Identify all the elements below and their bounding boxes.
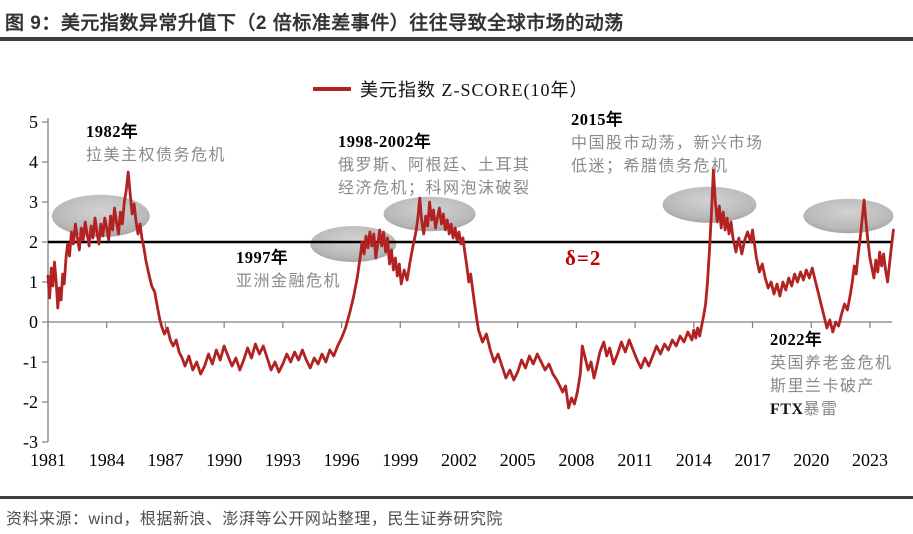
y-tick-label: -3: [23, 432, 38, 452]
x-tick-label: 2017: [735, 450, 771, 470]
annotation-2022-text-1: 英国养老金危机: [770, 354, 893, 372]
footer-rule: [0, 496, 913, 499]
annotation-2022-text-2: 斯里兰卡破产: [770, 378, 876, 396]
annotation-2022-year: 2022年: [770, 330, 822, 349]
y-tick-label: 0: [29, 312, 38, 332]
threshold-label: δ=2: [565, 246, 602, 270]
annotation-2015-text-1: 中国股市动荡，新兴市场: [571, 134, 764, 152]
x-tick-label: 2002: [441, 450, 477, 470]
x-tick-label: 1984: [89, 450, 125, 470]
legend-line-swatch: [313, 87, 351, 91]
annotation-1982-year: 1982年: [86, 122, 138, 141]
annotation-2015-year: 2015年: [571, 110, 623, 129]
x-tick-label: 2008: [558, 450, 594, 470]
x-tick-label: 1990: [206, 450, 242, 470]
x-tick-label: 1981: [30, 450, 66, 470]
annotation-1998-year: 1998-2002年: [338, 132, 431, 151]
annotation-2015: 2015年 中国股市动荡，新兴市场 低迷；希腊债务危机: [571, 108, 764, 178]
x-tick-label: 1996: [324, 450, 360, 470]
y-tick-label: 2: [29, 232, 38, 252]
x-tick-label: 1999: [382, 450, 418, 470]
annotation-2015-text-2: 低迷；希腊债务危机: [571, 158, 729, 176]
x-tick-label: 1993: [265, 450, 301, 470]
source-note: 资料来源：wind，根据新浪、澎湃等公开网站整理，民生证券研究院: [6, 511, 503, 528]
y-tick-label: -1: [23, 352, 38, 372]
annotation-1982: 1982年 拉美主权债务危机: [86, 120, 226, 167]
highlight-ellipse: [803, 198, 894, 234]
annotation-1998-text-1: 俄罗斯、阿根廷、土耳其: [338, 156, 531, 174]
figure-title: 图 9：美元指数异常升值下（2 倍标准差事件）往往导致全球市场的动荡: [5, 13, 624, 34]
x-tick-label: 2023: [852, 450, 888, 470]
y-tick-label: 4: [29, 152, 38, 172]
annotation-1997-text: 亚洲金融危机: [236, 272, 342, 290]
x-tick-label: 1987: [147, 450, 183, 470]
annotation-1997: 1997年 亚洲金融危机: [236, 246, 341, 293]
y-tick-label: 3: [29, 192, 38, 212]
y-tick-label: 5: [29, 112, 38, 132]
annotation-1997-year: 1997年: [236, 248, 288, 267]
annotation-2022-ftx: FTX: [770, 401, 804, 419]
y-tick-label: -2: [23, 392, 38, 412]
annotation-2022-ftx-rest: 暴雷: [803, 401, 839, 419]
annotation-2022-text-3: FTX暴雷: [770, 398, 893, 421]
chart-legend: 美元指数 Z-SCORE(10年）: [313, 76, 589, 102]
legend-label: 美元指数 Z-SCORE(10年）: [360, 80, 589, 100]
y-tick-label: 1: [29, 272, 38, 292]
x-tick-label: 2005: [500, 450, 536, 470]
title-underline: [0, 37, 913, 41]
x-tick-label: 2020: [793, 450, 829, 470]
annotation-2022: 2022年 英国养老金危机 斯里兰卡破产 FTX暴雷: [770, 328, 893, 421]
annotation-1998-2002: 1998-2002年 俄罗斯、阿根廷、土耳其 经济危机；科网泡沫破裂: [338, 130, 531, 200]
highlight-ellipse: [662, 186, 757, 223]
x-tick-label: 2014: [676, 450, 712, 470]
x-tick-label: 2011: [617, 450, 652, 470]
zscore-series-line: [46, 168, 895, 410]
annotation-1982-text: 拉美主权债务危机: [86, 146, 227, 164]
annotation-1998-text-2: 经济危机；科网泡沫破裂: [338, 180, 531, 198]
